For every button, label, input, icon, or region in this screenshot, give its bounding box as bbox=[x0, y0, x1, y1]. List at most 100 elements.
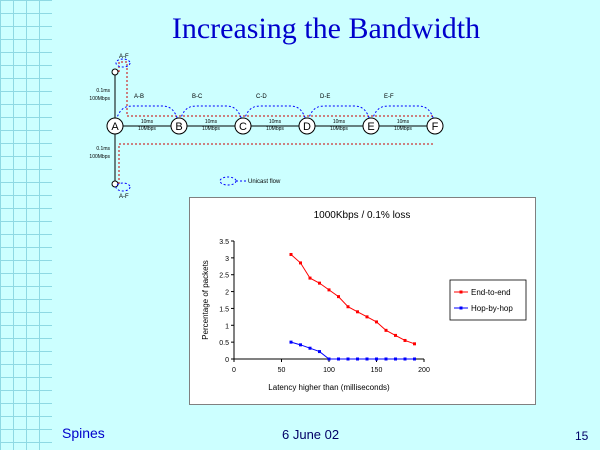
data-point bbox=[403, 338, 407, 342]
chart-legend bbox=[449, 279, 527, 321]
link-delay-label: 10ms bbox=[141, 119, 154, 125]
data-point bbox=[384, 328, 388, 332]
slide-title: Increasing the Bandwidth bbox=[171, 12, 481, 45]
bottom-node-label: A-F bbox=[119, 194, 129, 200]
y-tick-label: 1 bbox=[225, 323, 229, 330]
y-tick-label: 3.5 bbox=[219, 239, 229, 246]
node-label: E bbox=[367, 121, 374, 133]
data-point bbox=[318, 281, 321, 285]
data-point bbox=[375, 357, 378, 361]
data-point bbox=[384, 357, 388, 361]
data-point bbox=[337, 357, 340, 361]
link-delay-label: 10ms bbox=[269, 119, 282, 125]
legend-flow-label: Unicast flow bbox=[248, 179, 281, 185]
data-point bbox=[299, 343, 302, 347]
x-tick-label: 150 bbox=[371, 367, 383, 374]
data-point bbox=[365, 315, 369, 319]
x-tick-label: 200 bbox=[418, 367, 430, 374]
link-bandwidth-label: 10Mbps bbox=[330, 126, 348, 132]
node-e bbox=[362, 117, 380, 135]
flow-label: D-E bbox=[320, 94, 330, 100]
data-point bbox=[375, 320, 378, 324]
vertical-link-bandwidth-bottom: 100Mbps bbox=[89, 154, 110, 160]
vertical-link-bandwidth-top: 100Mbps bbox=[89, 96, 110, 102]
data-point bbox=[327, 288, 331, 292]
data-point bbox=[356, 310, 359, 314]
series-line bbox=[290, 254, 415, 345]
page-number: 15 bbox=[575, 429, 589, 443]
series-line bbox=[290, 341, 415, 360]
flow-label: E-F bbox=[384, 94, 394, 100]
data-point bbox=[337, 295, 340, 299]
node-label: A bbox=[111, 121, 119, 133]
link-delay-label: 10ms bbox=[205, 119, 218, 125]
node-f bbox=[426, 117, 444, 135]
link-bandwidth-label: 10Mbps bbox=[202, 126, 220, 132]
legend-swatch-marker bbox=[459, 290, 463, 294]
flow-label: C-D bbox=[256, 94, 267, 100]
network-diagram: A-B B-C C-D D-E E-F10ms10Mbps10ms10Mbps10ms1… bbox=[89, 54, 444, 200]
legend-flow-symbol bbox=[219, 176, 237, 186]
y-tick-label: 2 bbox=[225, 290, 229, 297]
data-point bbox=[289, 252, 293, 256]
data-point bbox=[299, 261, 302, 265]
top-flow-endpoint bbox=[115, 58, 131, 68]
data-point bbox=[394, 357, 397, 361]
bottom-end-node bbox=[111, 180, 119, 188]
unicast-flow-arc bbox=[178, 105, 244, 125]
data-point bbox=[346, 305, 350, 309]
x-tick-label: 50 bbox=[278, 367, 286, 374]
x-tick-label: 100 bbox=[323, 367, 335, 374]
link-delay-label: 10ms bbox=[333, 119, 346, 125]
data-point bbox=[403, 357, 407, 361]
top-path-line bbox=[118, 61, 435, 117]
link-bandwidth-label: 10Mbps bbox=[138, 126, 156, 132]
footer-left: Spines bbox=[62, 425, 105, 441]
vertical-link-delay-top: 0.1ms bbox=[96, 88, 110, 94]
latency-chart: 1000Kbps / 0.1% loss 0 0.5 1 1.5 2 2.5 3 3.5 0 50 1… bbox=[201, 210, 527, 392]
node-label: C bbox=[239, 121, 247, 133]
node-a bbox=[106, 117, 124, 135]
data-point bbox=[356, 357, 359, 361]
data-point bbox=[327, 357, 331, 361]
chart-title: 1000Kbps / 0.1% loss bbox=[314, 210, 411, 221]
data-point bbox=[308, 276, 312, 280]
bottom-flow-endpoint bbox=[115, 182, 131, 192]
node-d bbox=[298, 117, 316, 135]
x-tick-label: 0 bbox=[232, 367, 236, 374]
unicast-flow-arc bbox=[114, 105, 180, 125]
flow-label: A-B bbox=[134, 94, 144, 100]
node-c bbox=[234, 117, 252, 135]
unicast-flow-arc bbox=[370, 105, 436, 125]
vertical-link-delay-bottom: 0.1ms bbox=[96, 146, 110, 152]
y-tick-label: 0.5 bbox=[219, 340, 229, 347]
data-point bbox=[318, 350, 321, 354]
grid-margin bbox=[0, 0, 52, 450]
bottom-path-line bbox=[118, 143, 435, 184]
unicast-flow-arc bbox=[242, 105, 308, 125]
data-point bbox=[413, 357, 416, 361]
y-axis-label: Percentage of packets bbox=[201, 260, 210, 340]
y-tick-label: 2.5 bbox=[219, 273, 229, 280]
top-end-node bbox=[111, 68, 119, 76]
legend-entry: Hop-by-hop bbox=[471, 304, 513, 313]
x-axis-label: Latency higher than (milliseconds) bbox=[268, 383, 390, 392]
data-point bbox=[413, 342, 416, 346]
link-delay-label: 10ms bbox=[397, 119, 410, 125]
y-tick-label: 3 bbox=[225, 256, 229, 263]
footer-date: 6 June 02 bbox=[282, 427, 340, 442]
node-b bbox=[170, 117, 188, 135]
link-bandwidth-label: 10Mbps bbox=[394, 126, 412, 132]
data-point bbox=[308, 346, 312, 350]
data-point bbox=[394, 333, 397, 337]
legend-swatch-marker bbox=[459, 306, 463, 310]
top-node-label: A-F bbox=[119, 54, 129, 60]
data-point bbox=[365, 357, 369, 361]
legend-entry: End-to-end bbox=[471, 288, 511, 297]
node-label: F bbox=[432, 121, 439, 133]
data-point bbox=[289, 340, 293, 344]
flow-label: B-C bbox=[192, 94, 203, 100]
node-label: B bbox=[175, 121, 182, 133]
chart-panel: 1000Kbps / 0.1% loss 0 0.5 1 1.5 2 2.5 3 3.5 0 50 1… bbox=[189, 197, 536, 405]
link-bandwidth-label: 10Mbps bbox=[266, 126, 284, 132]
